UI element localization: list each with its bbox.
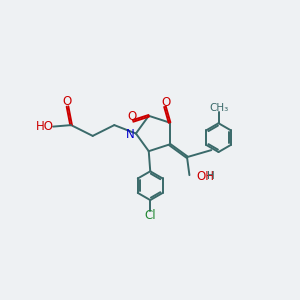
Text: CH₃: CH₃ (209, 103, 228, 113)
Text: HO: HO (36, 120, 54, 133)
Text: Cl: Cl (144, 209, 156, 223)
Text: OH: OH (196, 170, 214, 183)
Text: O: O (62, 95, 71, 109)
Text: O: O (127, 110, 136, 123)
Text: N: N (126, 128, 135, 141)
Text: O: O (162, 96, 171, 109)
Text: H: H (206, 171, 214, 181)
